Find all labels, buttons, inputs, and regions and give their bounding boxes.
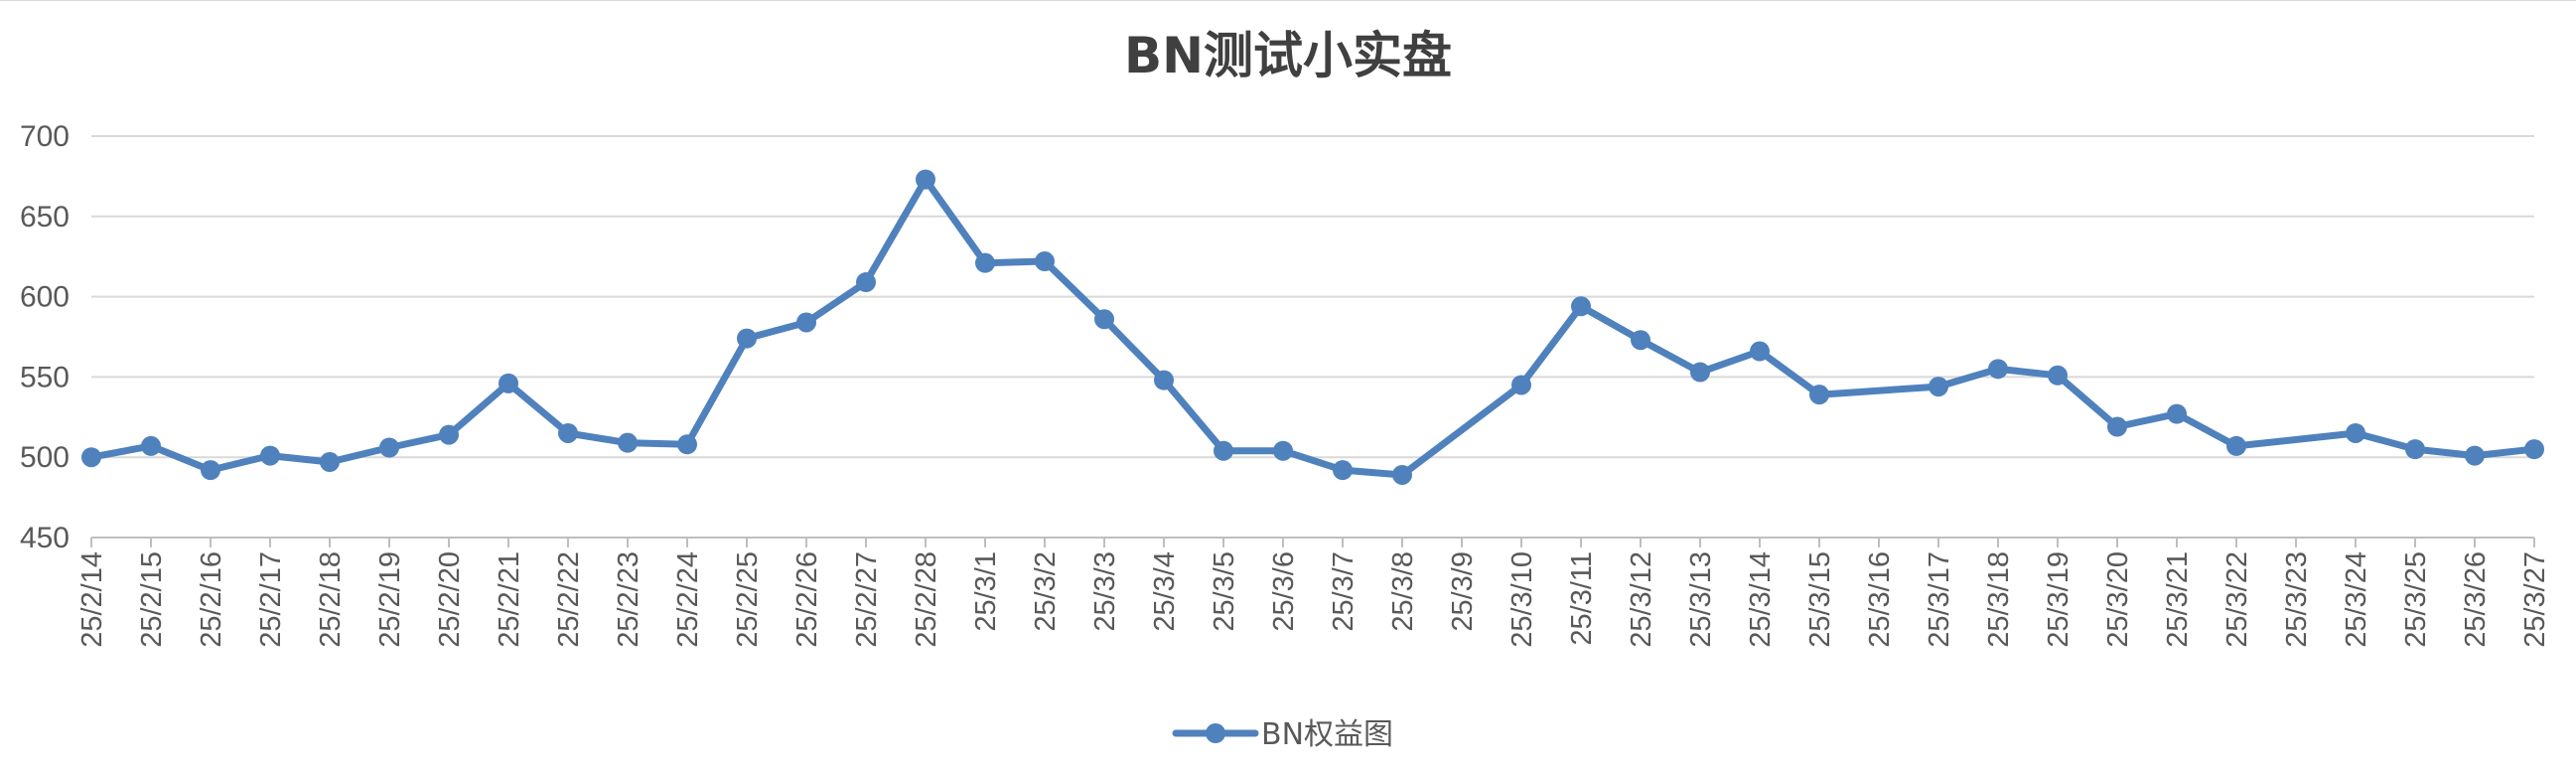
x-tick-label: 25/3/19 <box>2043 551 2075 648</box>
data-point <box>796 312 816 333</box>
x-tick-label: 25/3/22 <box>2221 551 2253 648</box>
data-point <box>916 169 935 190</box>
x-tick-label: 25/3/26 <box>2460 551 2492 648</box>
x-tick-label: 25/2/26 <box>791 551 823 648</box>
data-point <box>1333 460 1353 481</box>
data-point <box>2167 403 2187 424</box>
data-point <box>2107 416 2127 437</box>
x-tick-label: 25/3/5 <box>1209 551 1240 632</box>
x-tick-label: 25/2/24 <box>672 551 704 648</box>
gridlines <box>91 135 2534 459</box>
legend-label: BN权益图 <box>1261 717 1393 752</box>
x-tick-label: 25/3/7 <box>1328 551 1360 632</box>
x-tick-label: 25/3/14 <box>1745 551 1777 648</box>
data-point <box>1929 377 1948 397</box>
x-tick-label: 25/2/16 <box>196 551 227 648</box>
data-point <box>201 460 220 481</box>
x-tick-label: 25/3/10 <box>1506 551 1538 648</box>
x-tick-label: 25/2/21 <box>494 551 525 648</box>
x-tick-label: 25/2/25 <box>732 551 764 648</box>
data-point <box>618 432 638 453</box>
x-tick-label: 25/3/11 <box>1566 551 1598 646</box>
y-tick-label: 500 <box>20 441 70 474</box>
x-tick-label: 25/3/12 <box>1626 551 1657 648</box>
data-point <box>2524 439 2544 460</box>
data-point <box>1035 251 1055 272</box>
data-point <box>1511 375 1531 395</box>
data-point <box>260 445 280 466</box>
data-point <box>975 252 995 273</box>
x-tick-label: 25/3/6 <box>1268 551 1300 632</box>
y-tick-label: 650 <box>20 201 70 233</box>
data-point <box>558 422 578 443</box>
data-point <box>1273 440 1293 461</box>
data-point <box>81 447 101 468</box>
data-point <box>1690 362 1710 383</box>
x-tick-label: 25/3/25 <box>2400 551 2432 648</box>
x-tick-label: 25/3/20 <box>2102 551 2134 648</box>
x-tick-label: 25/3/18 <box>1983 551 2015 648</box>
x-tick-label: 25/2/22 <box>553 551 585 648</box>
x-tick-label: 25/2/19 <box>374 551 406 648</box>
data-point <box>677 434 697 455</box>
data-point <box>2346 422 2365 443</box>
x-tick-label: 25/3/1 <box>970 551 1002 632</box>
x-tick-label: 25/3/13 <box>1685 551 1717 648</box>
legend-marker <box>1206 723 1225 743</box>
data-point <box>1392 464 1412 485</box>
x-tick-label: 25/3/2 <box>1030 551 1062 632</box>
data-point <box>2226 435 2246 456</box>
legend: BN权益图 <box>1172 717 1393 752</box>
data-point <box>1154 370 1174 390</box>
data-point <box>1571 296 1591 317</box>
x-tick-label: 25/2/18 <box>315 551 347 648</box>
x-tick-label: 25/2/15 <box>136 551 168 648</box>
data-point <box>379 437 399 458</box>
data-point <box>2465 445 2485 466</box>
y-tick-label: 550 <box>20 361 70 393</box>
data-point <box>2405 439 2425 460</box>
data-point <box>1809 385 1829 405</box>
y-tick-label: 600 <box>20 281 70 314</box>
x-tick-label: 25/3/4 <box>1149 551 1181 632</box>
data-point <box>2048 365 2068 386</box>
x-tick-label: 25/2/23 <box>613 551 644 648</box>
x-tick-label: 25/3/15 <box>1804 551 1836 648</box>
chart-title: BN测试小实盘 <box>1124 27 1452 84</box>
x-tick-label: 25/2/17 <box>255 551 287 648</box>
x-tick-label: 25/2/14 <box>76 551 108 648</box>
x-tick-label: 25/3/17 <box>1924 551 1955 648</box>
data-point <box>737 328 757 349</box>
series-layer <box>81 169 2544 485</box>
y-tick-label: 700 <box>20 120 70 153</box>
data-point <box>141 435 161 456</box>
x-tick-label: 25/3/24 <box>2341 551 2372 648</box>
data-point <box>1750 341 1770 362</box>
x-tick-label: 25/3/27 <box>2519 551 2551 648</box>
data-point <box>1631 330 1650 351</box>
x-tick-label: 25/2/20 <box>434 551 466 648</box>
data-point <box>856 272 876 293</box>
x-tick-label: 25/3/9 <box>1447 551 1479 632</box>
x-tick-label: 25/3/21 <box>2162 551 2194 648</box>
x-tick-label: 25/3/3 <box>1089 551 1121 632</box>
y-tick-label: 450 <box>20 522 70 554</box>
x-tick-label: 25/3/8 <box>1387 551 1419 632</box>
x-tick-label: 25/3/16 <box>1864 551 1896 648</box>
data-point <box>1214 440 1233 461</box>
data-point <box>499 373 518 393</box>
x-tick-label: 25/2/27 <box>851 551 883 648</box>
x-tick-label: 25/3/23 <box>2281 551 2313 648</box>
data-point <box>320 452 340 473</box>
data-point <box>1094 309 1114 330</box>
data-point <box>439 424 459 445</box>
data-point <box>1988 359 2008 380</box>
x-tick-label: 25/2/28 <box>911 551 942 648</box>
axes: 450 500 550 600 650 700 25/2/14 25/2/15 25/2/16 2… <box>20 120 2551 648</box>
